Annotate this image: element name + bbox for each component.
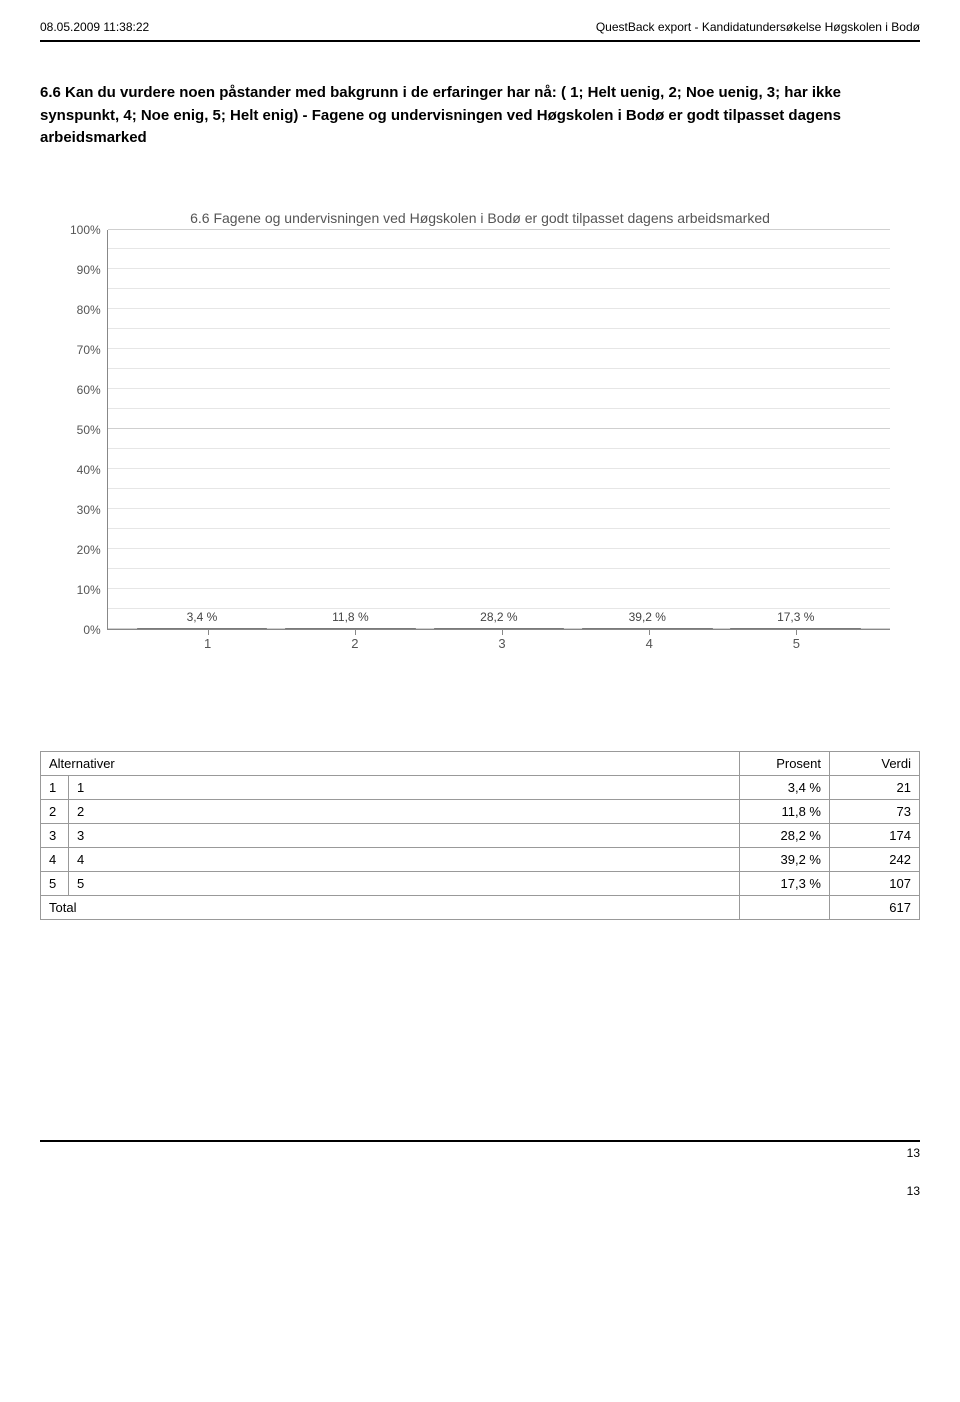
x-tick: 4 <box>576 636 723 651</box>
bar-value-label: 3,4 % <box>187 610 218 624</box>
bar-slot: 28,2 % <box>425 610 573 629</box>
cell-total-prosent <box>740 895 830 919</box>
cell-idx: 2 <box>41 799 69 823</box>
header-rule <box>40 40 920 42</box>
cell-label: 4 <box>69 847 740 871</box>
cell-verdi: 174 <box>830 823 920 847</box>
cell-verdi: 107 <box>830 871 920 895</box>
cell-label: 3 <box>69 823 740 847</box>
cell-verdi: 73 <box>830 799 920 823</box>
col-verdi: Verdi <box>830 751 920 775</box>
timestamp: 08.05.2009 11:38:22 <box>40 20 149 34</box>
cell-verdi: 242 <box>830 847 920 871</box>
table-row-total: Total 617 <box>41 895 920 919</box>
bar-slot: 11,8 % <box>276 610 424 629</box>
bar-value-label: 17,3 % <box>777 610 814 624</box>
cell-prosent: 17,3 % <box>740 871 830 895</box>
bar-rect <box>285 628 416 629</box>
bar-value-label: 28,2 % <box>480 610 517 624</box>
bar-value-label: 11,8 % <box>332 610 368 624</box>
page-number-outer: 13 <box>0 1180 960 1218</box>
cell-label: 2 <box>69 799 740 823</box>
cell-idx: 3 <box>41 823 69 847</box>
bar-rect <box>730 628 861 629</box>
cell-label: 5 <box>69 871 740 895</box>
cell-prosent: 39,2 % <box>740 847 830 871</box>
col-alternativer: Alternativer <box>41 751 740 775</box>
cell-total-label: Total <box>41 895 740 919</box>
cell-label: 1 <box>69 775 740 799</box>
bar-slot: 39,2 % <box>573 610 721 629</box>
bar-chart: 6.6 Fagene og undervisningen ved Høgskol… <box>70 210 890 651</box>
bar-value-label: 39,2 % <box>629 610 666 624</box>
export-label: QuestBack export - Kandidatundersøkelse … <box>596 20 920 34</box>
bar-slot: 3,4 % <box>128 610 276 629</box>
x-tick: 2 <box>281 636 428 651</box>
table-row: 113,4 %21 <box>41 775 920 799</box>
bar-rect <box>137 628 268 629</box>
table-row: 4439,2 %242 <box>41 847 920 871</box>
table-row: 5517,3 %107 <box>41 871 920 895</box>
cell-idx: 5 <box>41 871 69 895</box>
cell-idx: 1 <box>41 775 69 799</box>
cell-idx: 4 <box>41 847 69 871</box>
bar-slot: 17,3 % <box>722 610 870 629</box>
cell-verdi: 21 <box>830 775 920 799</box>
table-header-row: Alternativer Prosent Verdi <box>41 751 920 775</box>
cell-prosent: 3,4 % <box>740 775 830 799</box>
x-axis: 12345 <box>114 630 890 651</box>
cell-total-verdi: 617 <box>830 895 920 919</box>
chart-title: 6.6 Fagene og undervisningen ved Høgskol… <box>70 210 890 226</box>
bars-container: 3,4 % 11,8 % 28,2 % 39,2 % 17,3 % <box>108 230 890 629</box>
x-tick: 1 <box>134 636 281 651</box>
bar-rect <box>434 628 565 629</box>
table-row: 2211,8 %73 <box>41 799 920 823</box>
y-axis: 100%90%80%70%60%50%40%30%20%10%0% <box>70 230 107 630</box>
cell-prosent: 11,8 % <box>740 799 830 823</box>
bar-rect <box>582 628 713 629</box>
col-prosent: Prosent <box>740 751 830 775</box>
plot-area: 3,4 % 11,8 % 28,2 % 39,2 % 17,3 % <box>107 230 890 630</box>
cell-prosent: 28,2 % <box>740 823 830 847</box>
x-tick: 5 <box>723 636 870 651</box>
table-row: 3328,2 %174 <box>41 823 920 847</box>
page-header: 08.05.2009 11:38:22 QuestBack export - K… <box>40 20 920 38</box>
x-tick: 3 <box>428 636 575 651</box>
results-table: Alternativer Prosent Verdi 113,4 %212211… <box>40 751 920 920</box>
page-number-inner: 13 <box>40 1142 920 1160</box>
question-text: 6.6 Kan du vurdere noen påstander med ba… <box>40 82 920 150</box>
